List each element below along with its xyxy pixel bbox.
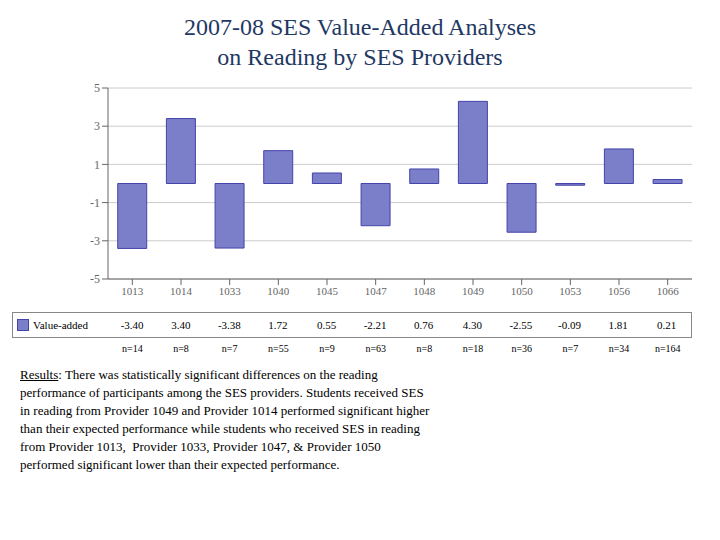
html-text:2007-08 SES Value-Added Analys: 2007-08 SES Value-Added Analyses on Read… (183, 14, 537, 70)
html-text:n=7: n=7 (221, 342, 238, 354)
html-text:performance of participants am: performance of participants among the SE… (20, 385, 424, 400)
svg-text:-5: -5 (90, 272, 100, 286)
svg-text:1013: 1013 (121, 285, 144, 297)
html-text:Value-added: Value-added (33, 319, 88, 331)
html-text:n=63: n=63 (365, 342, 386, 354)
html-text:3.40: 3.40 (171, 319, 191, 331)
svg-text:1050: 1050 (511, 285, 534, 297)
html-text:n=9: n=9 (319, 342, 335, 354)
html-text:Results: There was statistical: Results: There was statistically signifi… (20, 367, 378, 382)
html-text:-0.09: -0.09 (558, 319, 581, 331)
svg-text:1056: 1056 (608, 285, 631, 297)
html-text:from Provider 1013, Provider 1: from Provider 1013, Provider 1033, Provi… (20, 439, 381, 454)
html-text:n=8: n=8 (173, 342, 189, 354)
html-text:0.55: 0.55 (316, 319, 337, 331)
svg-text:5: 5 (94, 81, 100, 95)
svg-text:-3: -3 (90, 234, 100, 248)
svg-text:-1: -1 (90, 196, 100, 210)
html-text:0.21: 0.21 (657, 319, 677, 331)
html-text:in reading from Provider 1049: in reading from Provider 1049 and Provid… (20, 403, 430, 418)
html-text:1.81: 1.81 (608, 319, 628, 331)
html-text:1.72: 1.72 (268, 319, 288, 331)
svg-text:1: 1 (94, 158, 100, 172)
html-text:n=34: n=34 (608, 342, 630, 354)
svg-text:1033: 1033 (219, 285, 242, 297)
svg-text:1053: 1053 (559, 285, 582, 297)
html-text:n=55: n=55 (268, 342, 289, 354)
html-text:-2.55: -2.55 (509, 319, 533, 331)
html-text:4.30: 4.30 (462, 319, 482, 331)
svg-text:1049: 1049 (462, 285, 485, 297)
svg-text:1014: 1014 (170, 285, 193, 297)
html-text:-3.40: -3.40 (120, 319, 144, 331)
html-text:n=14: n=14 (122, 342, 143, 354)
html-text:-3.38: -3.38 (217, 319, 241, 331)
svg-text:3: 3 (94, 119, 100, 133)
svg-text:1066: 1066 (657, 285, 680, 297)
html-text:n=8: n=8 (416, 342, 433, 354)
html-text:0.76: 0.76 (414, 319, 434, 331)
html-text:n=18: n=18 (462, 342, 484, 354)
svg-text:1048: 1048 (413, 285, 436, 297)
svg-text:1040: 1040 (267, 285, 290, 297)
html-text:performed significant lower th: performed significant lower than their e… (20, 457, 340, 472)
html-text:n=36: n=36 (511, 342, 532, 354)
svg-text:1047: 1047 (365, 285, 388, 297)
html-text:n=7: n=7 (562, 342, 579, 354)
html-text:n=164: n=164 (654, 342, 681, 354)
html-text:than their expected performanc: than their expected performance while st… (20, 421, 420, 436)
svg-text:1045: 1045 (316, 285, 339, 297)
html-text:-2.21: -2.21 (363, 319, 387, 331)
